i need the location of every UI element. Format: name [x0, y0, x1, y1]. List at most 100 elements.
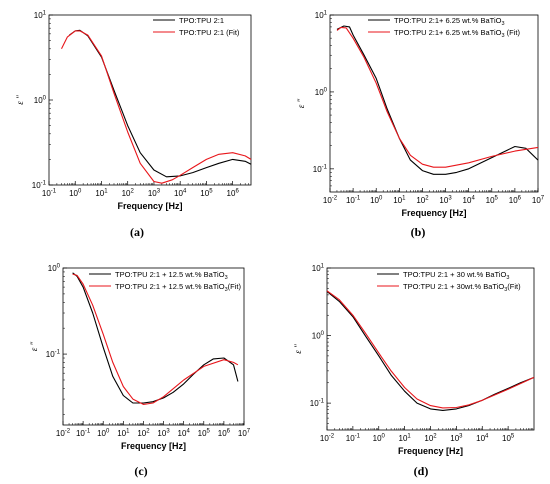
legend-text: TPO:TPU 2:1+ 6.25 wt.% BaTiO	[394, 28, 502, 37]
plot-frame	[62, 267, 245, 426]
x-tick-label: 105	[486, 196, 499, 206]
x-tick-label: 106	[509, 196, 522, 206]
y-tick-label: 100	[48, 264, 61, 274]
x-tick-label: 101	[95, 189, 108, 199]
x-tick-label: 102	[137, 429, 150, 439]
x-tick-label: 105	[502, 434, 515, 444]
y-tick-label: 100	[34, 96, 47, 106]
x-tick-label: 10-1	[346, 434, 361, 444]
series-line-measured	[326, 290, 535, 411]
x-tick-label: 102	[122, 189, 135, 199]
x-tick-label: 10-1	[76, 429, 91, 439]
y-tick-label: 10-1	[46, 350, 61, 360]
x-tick-label: 102	[424, 434, 437, 444]
x-tick-label: 100	[370, 196, 383, 206]
legend-text: TPO:TPU 2:1	[179, 16, 224, 25]
y-tick-label: 10-1	[313, 164, 328, 174]
x-tick-label: 10-1	[346, 196, 361, 206]
legend-label: TPO:TPU 2:1	[179, 16, 224, 25]
x-tick-label: 104	[476, 434, 489, 444]
x-tick-label: 101	[117, 429, 130, 439]
x-tick-label: 107	[532, 196, 545, 206]
x-tick-label: 100	[97, 429, 110, 439]
plot-frame	[48, 14, 252, 186]
x-tick-label: 105	[198, 429, 211, 439]
chart-panel-a: 10-1 100 101 102 103 104 105 106 10-1 100 101 Frequ…	[15, 11, 252, 239]
legend-suffix: (Fit)	[507, 282, 521, 291]
x-tick-label: 10-2	[56, 429, 71, 439]
x-tick-label: 100	[69, 189, 82, 199]
legend-text: TPO:TPU 2:1+ 6.25 wt.% BaTiO	[394, 16, 502, 25]
y-axis-label: ε "	[293, 344, 303, 354]
x-tick-label: 103	[439, 196, 452, 206]
legend-label: TPO:TPU 2:1+ 6.25 wt.% BaTiO3	[394, 16, 505, 27]
x-tick-label: 104	[178, 429, 191, 439]
legend-label: TPO:TPU 2:1 (Fit)	[179, 28, 240, 37]
x-tick-label: 100	[373, 434, 386, 444]
y-tick-label: 10-1	[32, 181, 47, 191]
y-axis-label: ε "	[15, 95, 25, 105]
x-axis-label: Frequency [Hz]	[117, 201, 182, 211]
legend: TPO:TPU 2:1 TPO:TPU 2:1 (Fit)	[153, 16, 240, 37]
chart-panel-d: 10-2 10-1 100 101 102 103 104 105 10-1 100 101 Freq…	[293, 264, 535, 478]
x-tick-label: 107	[238, 429, 251, 439]
legend-label: TPO:TPU 2:1 + 12.5 wt.% BaTiO3(Fit)	[115, 282, 241, 293]
legend-text: TPO:TPU 2:1 + 30 wt.% BaTiO	[403, 270, 506, 279]
x-tick-label: 104	[174, 189, 187, 199]
legend-subscript: 3	[501, 33, 504, 39]
panel-caption: (c)	[134, 464, 147, 478]
y-tick-label: 101	[312, 264, 325, 274]
legend-subscript: 3	[225, 275, 228, 281]
series-line-fit	[326, 290, 535, 409]
series-line-fit	[72, 273, 239, 405]
y-tick-label: 10-1	[310, 399, 325, 409]
x-tick-label: 10-2	[320, 434, 335, 444]
x-tick-label: 101	[399, 434, 412, 444]
panel-caption: (a)	[130, 225, 144, 239]
legend-label: TPO:TPU 2:1 + 30 wt.% BaTiO3	[403, 270, 509, 281]
legend-suffix: (Fit)	[228, 282, 242, 291]
legend-label: TPO:TPU 2:1 + 30wt.% BaTiO3(Fit)	[403, 282, 521, 293]
legend-label: TPO:TPU 2:1 + 12.5 wt.% BaTiO3	[115, 270, 228, 281]
legend-text: TPO:TPU 2:1 + 12.5 wt.% BaTiO	[115, 282, 225, 291]
x-tick-label: 105	[200, 189, 213, 199]
y-tick-label: 100	[312, 331, 325, 341]
chart-panel-b: 10-2 10-1 100 101 102 103 104 105 106 107 10-1 100 1…	[296, 11, 545, 240]
series-line-fit	[336, 26, 539, 168]
y-axis-label: ε "	[29, 341, 39, 351]
x-tick-label: 103	[148, 189, 161, 199]
legend-label: TPO:TPU 2:1+ 6.25 wt.% BaTiO3 (Fit)	[394, 28, 520, 39]
x-axis-label: Frequency [Hz]	[398, 446, 463, 456]
y-tick-label: 100	[315, 87, 328, 97]
legend-suffix: (Fit)	[505, 28, 521, 37]
series-line-measured	[336, 25, 539, 175]
series-line-fit	[61, 30, 252, 184]
x-axis-label: Frequency [Hz]	[121, 441, 186, 451]
y-tick-label: 101	[34, 11, 47, 21]
y-tick-label: 101	[315, 11, 328, 21]
legend-text: TPO:TPU 2:1 (Fit)	[179, 28, 240, 37]
legend-text: TPO:TPU 2:1 + 12.5 wt.% BaTiO	[115, 270, 225, 279]
x-axis-label: Frequency [Hz]	[401, 208, 466, 218]
chart-panel-c: 10-2 10-1 100 101 102 103 104 105 106 107 10-1 100 F…	[29, 264, 251, 479]
x-tick-label: 106	[227, 189, 240, 199]
x-tick-label: 101	[393, 196, 406, 206]
panel-caption: (d)	[414, 464, 429, 478]
x-tick-label: 104	[463, 196, 476, 206]
x-tick-label: 102	[416, 196, 429, 206]
x-tick-label: 103	[157, 429, 170, 439]
legend-subscript: 3	[501, 21, 504, 27]
legend-subscript: 3	[225, 287, 228, 293]
series-line-measured	[69, 29, 252, 178]
series-line-measured	[72, 272, 239, 404]
y-axis-label: ε "	[296, 98, 306, 108]
x-tick-label: 10-1	[42, 189, 57, 199]
x-tick-label: 10-2	[323, 196, 338, 206]
x-tick-label: 106	[218, 429, 231, 439]
panel-caption: (b)	[411, 225, 426, 239]
legend-subscript: 3	[504, 287, 507, 293]
